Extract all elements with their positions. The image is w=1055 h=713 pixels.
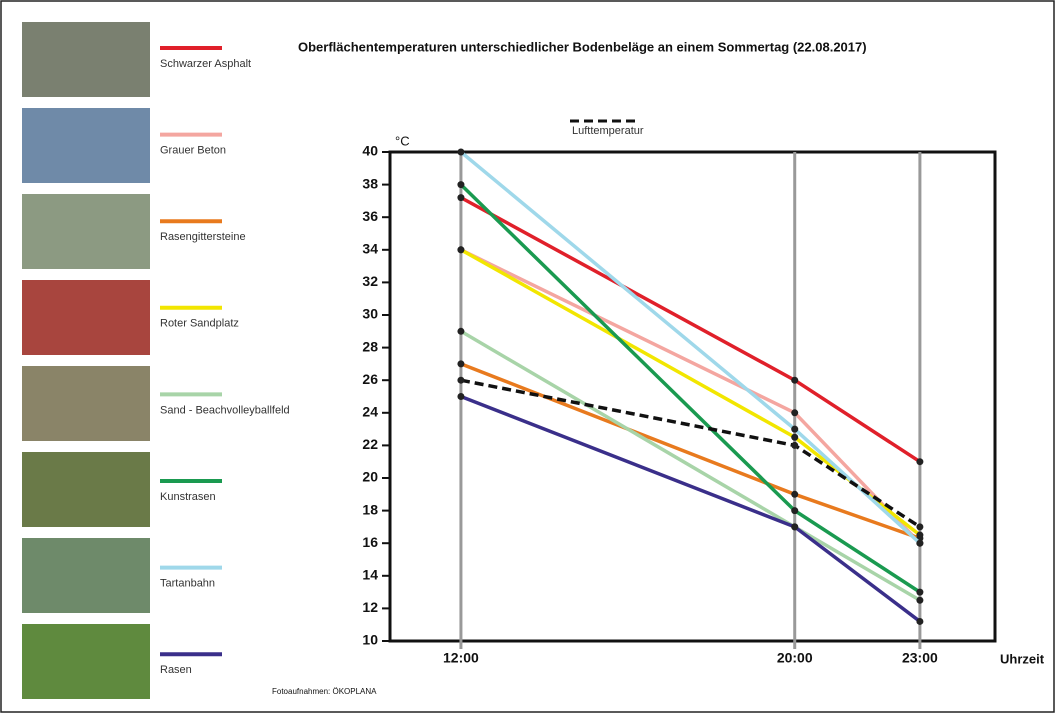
y-axis-label: °C [395,133,410,148]
data-point [791,523,798,530]
data-point [916,523,923,530]
photos [22,22,150,699]
data-point [916,532,923,539]
y-tick-label: 34 [362,241,378,257]
data-point [457,246,464,253]
y-tick-label: 32 [362,273,378,289]
legend-label: Schwarzer Asphalt [160,58,251,70]
series-line [461,364,920,538]
data-point [457,360,464,367]
legend-label: Lufttemperatur [572,125,644,137]
y-tick-label: 38 [362,175,378,191]
y-tick-label: 28 [362,338,378,354]
legend-label: Sand - Beachvolleyballfeld [160,404,290,416]
y-tick-label: 18 [362,501,378,517]
y-tick-label: 14 [362,567,378,583]
legend-label: Tartanbahn [160,578,215,590]
series-line [461,185,920,592]
data-point [457,377,464,384]
chart-title: Oberflächentemperaturen unterschiedliche… [298,39,867,54]
data-point [457,181,464,188]
data-point [791,507,798,514]
data-point [457,328,464,335]
x-tick-label: 12:00 [443,650,479,666]
data-point [916,597,923,604]
x-axis-label: Uhrzeit [1000,651,1045,666]
legend-label: Kunstrasen [160,491,216,503]
legend-label: Roter Sandplatz [160,318,239,330]
data-point [916,458,923,465]
data-point [791,491,798,498]
legend-label: Grauer Beton [160,145,226,157]
y-tick-label: 22 [362,436,378,452]
series-line [461,250,920,543]
legend-label: Rasengittersteine [160,231,246,243]
data-point [916,540,923,547]
data-point [791,409,798,416]
data-point [457,393,464,400]
data-point [791,434,798,441]
data-point [791,377,798,384]
legend-label: Rasen [160,664,192,676]
y-tick-label: 24 [362,404,378,420]
x-tick-label: 23:00 [902,650,938,666]
chart: Oberflächentemperaturen unterschiedliche… [0,0,1055,713]
plot-area [390,152,995,641]
y-tick-label: 36 [362,208,378,224]
series-line [461,397,920,622]
series-line [461,331,920,600]
y-tick-label: 40 [362,143,378,159]
y-tick-label: 10 [362,632,378,648]
y-tick-label: 12 [362,599,378,615]
data-point [791,442,798,449]
y-tick-label: 16 [362,534,378,550]
data-point [457,149,464,156]
data-point [791,426,798,433]
y-tick-label: 30 [362,306,378,322]
y-tick-label: 26 [362,371,378,387]
credit: Fotoaufnahmen: ÖKOPLANA [272,687,377,696]
y-tick-label: 20 [362,469,378,485]
data-point [916,589,923,596]
data-point [457,194,464,201]
x-tick-label: 20:00 [777,650,813,666]
data-point [916,618,923,625]
